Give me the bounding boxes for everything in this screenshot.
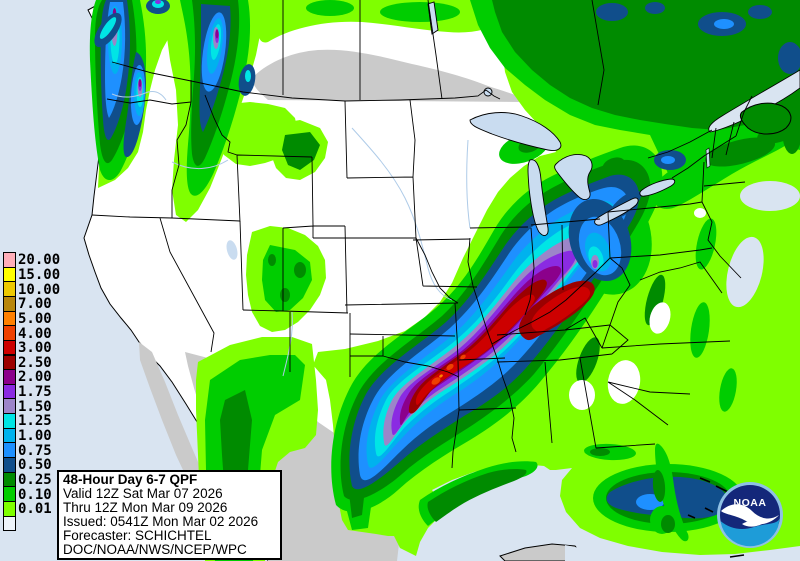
- legend-label: 1.75: [18, 384, 52, 401]
- legend-row: 2.00: [3, 369, 60, 386]
- forecast-info-box: 48-Hour Day 6-7 QPF Valid 12Z Sat Mar 07…: [57, 470, 282, 561]
- legend-chip: [3, 310, 16, 327]
- legend-label: 15.00: [18, 266, 61, 283]
- legend-chip: [3, 383, 16, 400]
- legend-chip: [3, 398, 16, 415]
- legend-row: 1.50: [3, 398, 60, 415]
- legend-row: 10.00: [3, 281, 61, 298]
- legend-row: 0.25: [3, 471, 60, 488]
- legend-row: 4.00: [3, 325, 60, 342]
- legend-chip: [3, 486, 16, 502]
- precip-pnw-cores: [94, 0, 256, 158]
- legend-label: 10.00: [18, 281, 61, 298]
- legend-row: 0.50: [3, 456, 60, 474]
- legend-row: 2.50: [3, 354, 60, 371]
- great-lakes: [226, 1, 711, 260]
- legend-row: 1.00: [3, 427, 60, 444]
- legend-chip: [3, 325, 16, 341]
- legend-chip: [3, 442, 16, 458]
- legend-label: 2.00: [18, 369, 52, 386]
- legend-label: 3.00: [18, 340, 52, 357]
- legend-chip: [3, 339, 16, 356]
- valid-time: Valid 12Z Sat Mar 07 2026: [63, 485, 223, 501]
- legend-row: 15.00: [3, 266, 61, 283]
- legend-row: 1.75: [3, 383, 60, 401]
- legend-chip: [3, 369, 16, 385]
- legend-chip: [3, 295, 16, 312]
- legend-chip: [3, 252, 16, 268]
- legend-label: 0.50: [18, 457, 52, 474]
- legend-row: [3, 515, 60, 532]
- legend-chip: [3, 471, 16, 488]
- agency: DOC/NOAA/NWS/NCEP/WPC: [63, 541, 247, 557]
- forecaster: Forecaster: SCHICHTEL: [63, 527, 212, 543]
- legend-label: 4.00: [18, 325, 52, 342]
- legend-chip: [3, 281, 16, 297]
- legend-label: 1.00: [18, 428, 52, 444]
- thru-time: Thru 12Z Mon Mar 09 2026: [63, 499, 228, 515]
- precip-swath-heavy: [349, 174, 640, 490]
- legend-chip: [3, 427, 16, 444]
- noaa-gull-icon: [721, 504, 779, 525]
- legend-row: 7.00: [3, 295, 60, 313]
- legend-row: 0.10: [3, 486, 60, 503]
- legend-chip: [3, 266, 16, 283]
- legend-row: 0.75: [3, 442, 60, 459]
- legend-row: 1.25: [3, 413, 60, 430]
- legend-label: 0.75: [18, 442, 52, 459]
- lake-huron: [554, 153, 593, 200]
- lake-superior: [469, 112, 562, 151]
- precip-ohio-valley: [568, 190, 642, 282]
- legend-row: 5.00: [3, 310, 60, 327]
- legend-row: 3.00: [3, 339, 60, 357]
- dry-pockets: [569, 208, 706, 410]
- legend-chip: [3, 456, 16, 473]
- legend-row: 20.00: [3, 252, 61, 269]
- legend-label: 5.00: [18, 310, 52, 327]
- forecast-title: 48-Hour Day 6-7 QPF: [63, 472, 198, 487]
- lake-ontario: [639, 178, 676, 197]
- borders: [91, 0, 753, 469]
- legend-chip: [3, 413, 16, 429]
- legend-label: 0.01: [18, 501, 52, 518]
- legend-label: 0.10: [18, 486, 52, 503]
- legend-label: 7.00: [18, 296, 52, 313]
- legend-label: 0.25: [18, 471, 52, 488]
- gulf-st-lawrence: [708, 69, 800, 133]
- nova-scotia: [739, 102, 792, 135]
- legend-chip: [3, 354, 16, 371]
- precip-quebec: [596, 2, 800, 170]
- legend-label: 2.50: [18, 354, 52, 371]
- legend-row: 0.01: [3, 500, 60, 518]
- qpf-legend: 20.00 15.00 10.00 7.00 5.00 4.00 3.00 2.50 2.00 1…: [3, 252, 61, 532]
- legend-chip: [3, 500, 16, 517]
- legend-label: 1.50: [18, 398, 52, 415]
- lake-michigan: [527, 159, 549, 236]
- legend-label: 1.25: [18, 413, 52, 430]
- legend-chip: [3, 515, 16, 532]
- issued-time: Issued: 0541Z Mon Mar 02 2026: [63, 513, 259, 529]
- legend-label: 20.00: [18, 252, 61, 269]
- noaa-logo-text: NOAA: [734, 497, 767, 509]
- noaa-logo: NOAA: [717, 482, 783, 548]
